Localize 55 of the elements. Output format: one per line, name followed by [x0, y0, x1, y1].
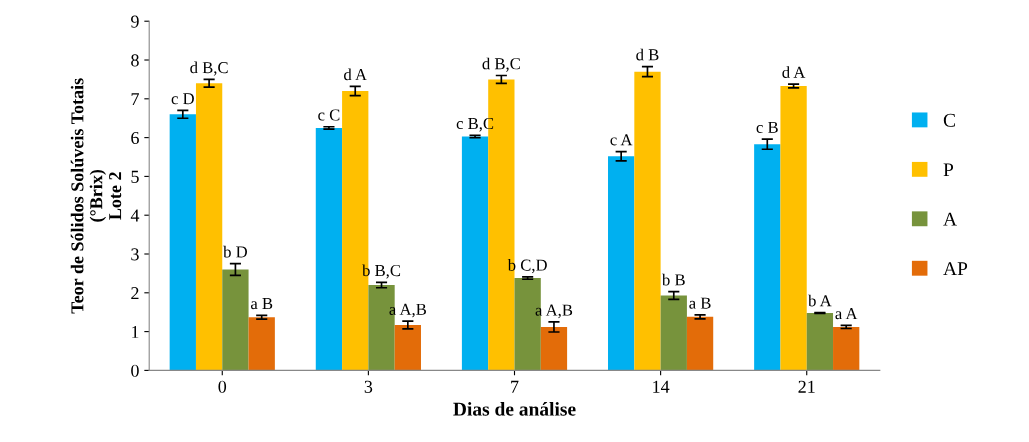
data-label: a B [689, 297, 711, 309]
data-label: c D [171, 93, 194, 105]
y-axis-title: Teor de Sólidos Solúveis Totais (°Brix) Lote 2 [70, 78, 122, 314]
data-label: c C [318, 109, 340, 121]
data-label: d B [636, 48, 659, 61]
y-tick-label: 1 [132, 325, 139, 338]
y-tick-label: 9 [131, 15, 139, 28]
legend-label: A [943, 212, 957, 226]
data-label: a A [835, 308, 858, 320]
x-tick-label: 14 [653, 380, 670, 393]
data-label: a B [250, 298, 273, 310]
data-label: d B,C [482, 57, 520, 72]
data-label: c A [610, 134, 633, 146]
bar [540, 326, 568, 371]
y-tick-label: 8 [131, 54, 139, 67]
data-label: d A [344, 68, 367, 81]
bar [634, 71, 661, 371]
bar [315, 127, 343, 371]
data-label: c B [756, 121, 778, 133]
bar [248, 317, 275, 371]
bar [660, 295, 687, 371]
y-tick-label: 6 [131, 131, 139, 145]
bar [608, 156, 635, 371]
bar [833, 326, 860, 371]
x-axis-title: Dias de análise [453, 402, 576, 416]
bar [222, 269, 249, 371]
data-label: b B [661, 273, 685, 286]
bar [368, 285, 395, 371]
y-tick-label: 0 [131, 364, 139, 377]
legend-label: C [943, 113, 955, 127]
legend-label: P [943, 163, 954, 177]
x-tick-label: 0 [218, 380, 227, 393]
data-label: b D [223, 245, 248, 258]
data-label: d A [782, 66, 806, 78]
legend-label: AP [943, 262, 968, 275]
data-label: d B,C [190, 61, 228, 76]
bar [806, 312, 834, 371]
y-tick-label: 5 [131, 170, 139, 183]
bar [342, 91, 369, 371]
bar [514, 278, 541, 371]
x-tick-label: 7 [511, 380, 519, 393]
bar [195, 83, 223, 371]
y-tick-label: 4 [130, 209, 140, 222]
x-tick-label: 3 [364, 380, 373, 393]
bar [754, 144, 781, 371]
bar [461, 136, 489, 371]
bar [169, 114, 196, 371]
y-tick-label: 2 [131, 287, 139, 300]
data-label: b A [808, 294, 832, 307]
bar [780, 86, 807, 371]
y-tick-label: 7 [131, 93, 139, 106]
x-tick-label: 21 [798, 380, 815, 393]
y-tick-label: 3 [131, 248, 139, 261]
bar [394, 325, 421, 371]
bar [686, 316, 714, 371]
